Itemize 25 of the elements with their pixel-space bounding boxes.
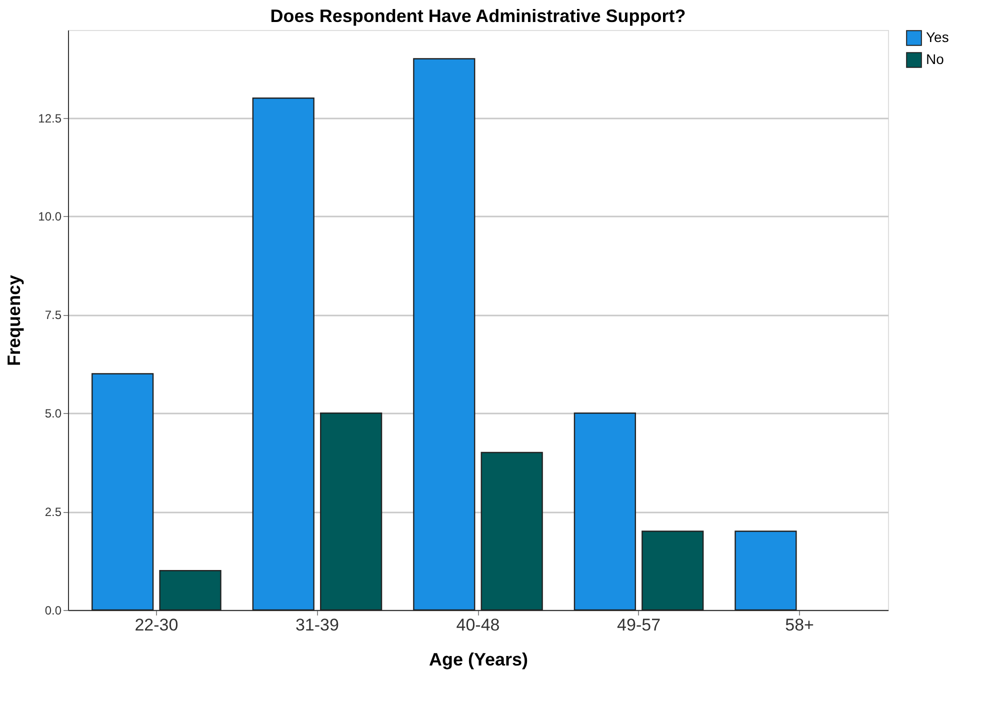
x-tick-label: 22-30 — [134, 616, 178, 634]
y-tick-label: 2.5 — [44, 505, 62, 520]
y-tick-label: 5.0 — [44, 406, 62, 421]
chart-title: Does Respondent Have Administrative Support? — [270, 6, 686, 26]
y-axis-title: Frequency — [4, 274, 24, 366]
y-tick-label: 10.0 — [38, 210, 62, 224]
bar — [252, 98, 314, 611]
x-tick-label: 58+ — [785, 616, 814, 634]
bar — [159, 570, 222, 611]
bar — [320, 412, 382, 611]
x-tick-label: 40-48 — [456, 616, 500, 634]
bar — [642, 530, 704, 611]
y-tick-label: 7.5 — [44, 308, 62, 322]
bar — [734, 530, 797, 611]
y-tick-label: 0.0 — [44, 604, 62, 618]
legend-label: Yes — [926, 29, 949, 45]
bar — [480, 452, 543, 611]
x-tick-label: 31-39 — [295, 616, 339, 634]
legend-label: No — [926, 51, 944, 67]
bar — [574, 412, 636, 611]
x-axis-title: Age (Years) — [428, 650, 528, 670]
bar — [92, 373, 154, 611]
y-tick-label: 12.5 — [38, 111, 62, 126]
x-tick-label: 49-57 — [617, 616, 661, 634]
bar — [413, 58, 476, 611]
